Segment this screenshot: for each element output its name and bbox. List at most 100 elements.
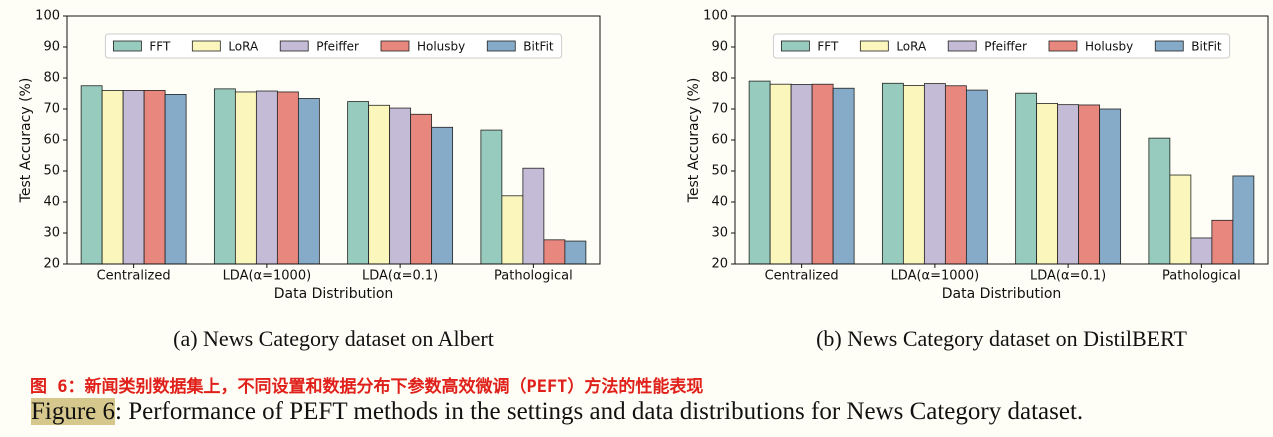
legend-label: Holusby [1085,40,1133,54]
bar [1057,104,1080,265]
y-tick-label: 30 [43,226,60,241]
legend-label: Pfeiffer [984,40,1027,54]
bar [80,85,103,265]
bar [522,167,545,265]
y-tick-label: 90 [43,40,60,55]
legend-label: BitFit [1191,40,1222,54]
bar [790,84,813,265]
y-tick-label: 80 [43,71,60,86]
bar [410,113,433,265]
legend-label: Holusby [417,40,465,54]
x-axis-label: Data Distribution [942,286,1062,302]
y-tick-label: 70 [711,102,728,117]
y-axis-label: Test Accuracy (%) [18,78,34,204]
bar [213,88,236,265]
legend-swatch [279,40,309,52]
legend-swatch [947,40,977,52]
bar [1232,175,1255,265]
x-tick-label: Centralized [97,269,171,284]
legend-swatch [1048,40,1078,52]
y-tick-label: 80 [711,71,728,86]
x-tick-label: LDA(α=1000) [891,269,980,284]
bar [902,85,925,265]
bar [297,98,320,265]
y-tick-label: 100 [703,9,728,24]
figure-label: Figure 6 [31,398,116,425]
y-tick-label: 20 [711,257,728,272]
y-tick-label: 40 [43,195,60,210]
bar [748,80,771,265]
legend-swatch [780,40,810,52]
chart-caption: (b) News Category dataset on DistilBERT [816,326,1187,351]
y-tick-label: 20 [43,257,60,272]
bar [480,129,503,265]
legend-swatch [191,40,221,52]
legend-label: Pfeiffer [316,40,359,54]
y-tick-label: 40 [711,195,728,210]
bar [255,90,278,265]
bar [101,90,124,265]
x-tick-label: Pathological [1162,269,1241,284]
legend-label: LoRA [896,40,927,54]
bar [1036,103,1059,265]
bar [501,195,524,265]
legend-label: FFT [817,40,839,54]
bar [1099,108,1122,265]
legend-swatch [380,40,410,52]
bar [276,91,299,265]
bar [1190,237,1213,265]
bar [769,83,792,265]
legend-swatch [1154,40,1184,52]
y-tick-label: 90 [711,40,728,55]
y-tick-label: 70 [43,102,60,117]
bar [832,87,855,265]
bar [1211,219,1234,265]
bar [164,94,187,265]
bar [965,89,988,265]
legend-label: FFT [149,40,171,54]
y-axis-label: Test Accuracy (%) [686,78,702,204]
x-tick-label: LDA(α=0.1) [1030,269,1106,284]
y-tick-label: 60 [711,133,728,148]
bar [122,90,145,265]
bar [564,240,587,265]
figure-caption-text: : Performance of PEFT methods in the set… [115,398,1084,425]
y-tick-label: 60 [43,133,60,148]
bar [944,85,967,265]
bar [431,126,454,265]
legend-swatch [859,40,889,52]
bar [389,107,412,265]
bar [1078,104,1101,265]
x-tick-label: Centralized [765,269,839,284]
y-tick-label: 30 [711,226,728,241]
bar [543,239,566,265]
x-axis-label: Data Distribution [274,286,394,302]
figure-caption: Figure 6: Performance of PEFT methods in… [31,398,1083,426]
bar [143,90,166,265]
bar [811,83,834,265]
legend-label: LoRA [228,40,259,54]
bar [347,101,370,265]
legend-swatch [486,40,516,52]
y-tick-label: 100 [35,9,60,24]
x-tick-label: LDA(α=0.1) [362,269,438,284]
y-tick-label: 50 [711,164,728,179]
chinese-caption: 图 6：新闻类别数据集上，不同设置和数据分布下参数高效微调（PEFT）方法的性能… [30,377,704,397]
x-tick-label: Pathological [494,269,573,284]
legend-box [772,33,1231,59]
legend-box [104,33,563,59]
chart-caption: (a) News Category dataset on Albert [173,326,494,351]
figure: 20 30 40 50 60 70 80 90 100 Centralized LDA(α=1000… [18,9,1269,351]
bar [1169,174,1192,265]
bar [234,91,257,265]
x-tick-label: LDA(α=1000) [223,269,312,284]
bar [923,83,946,265]
bar [881,82,904,265]
bar [368,104,391,265]
y-tick-label: 50 [43,164,60,179]
legend-label: BitFit [523,40,554,54]
legend-swatch [112,40,142,52]
bar [1148,137,1171,265]
bar [1015,92,1038,265]
